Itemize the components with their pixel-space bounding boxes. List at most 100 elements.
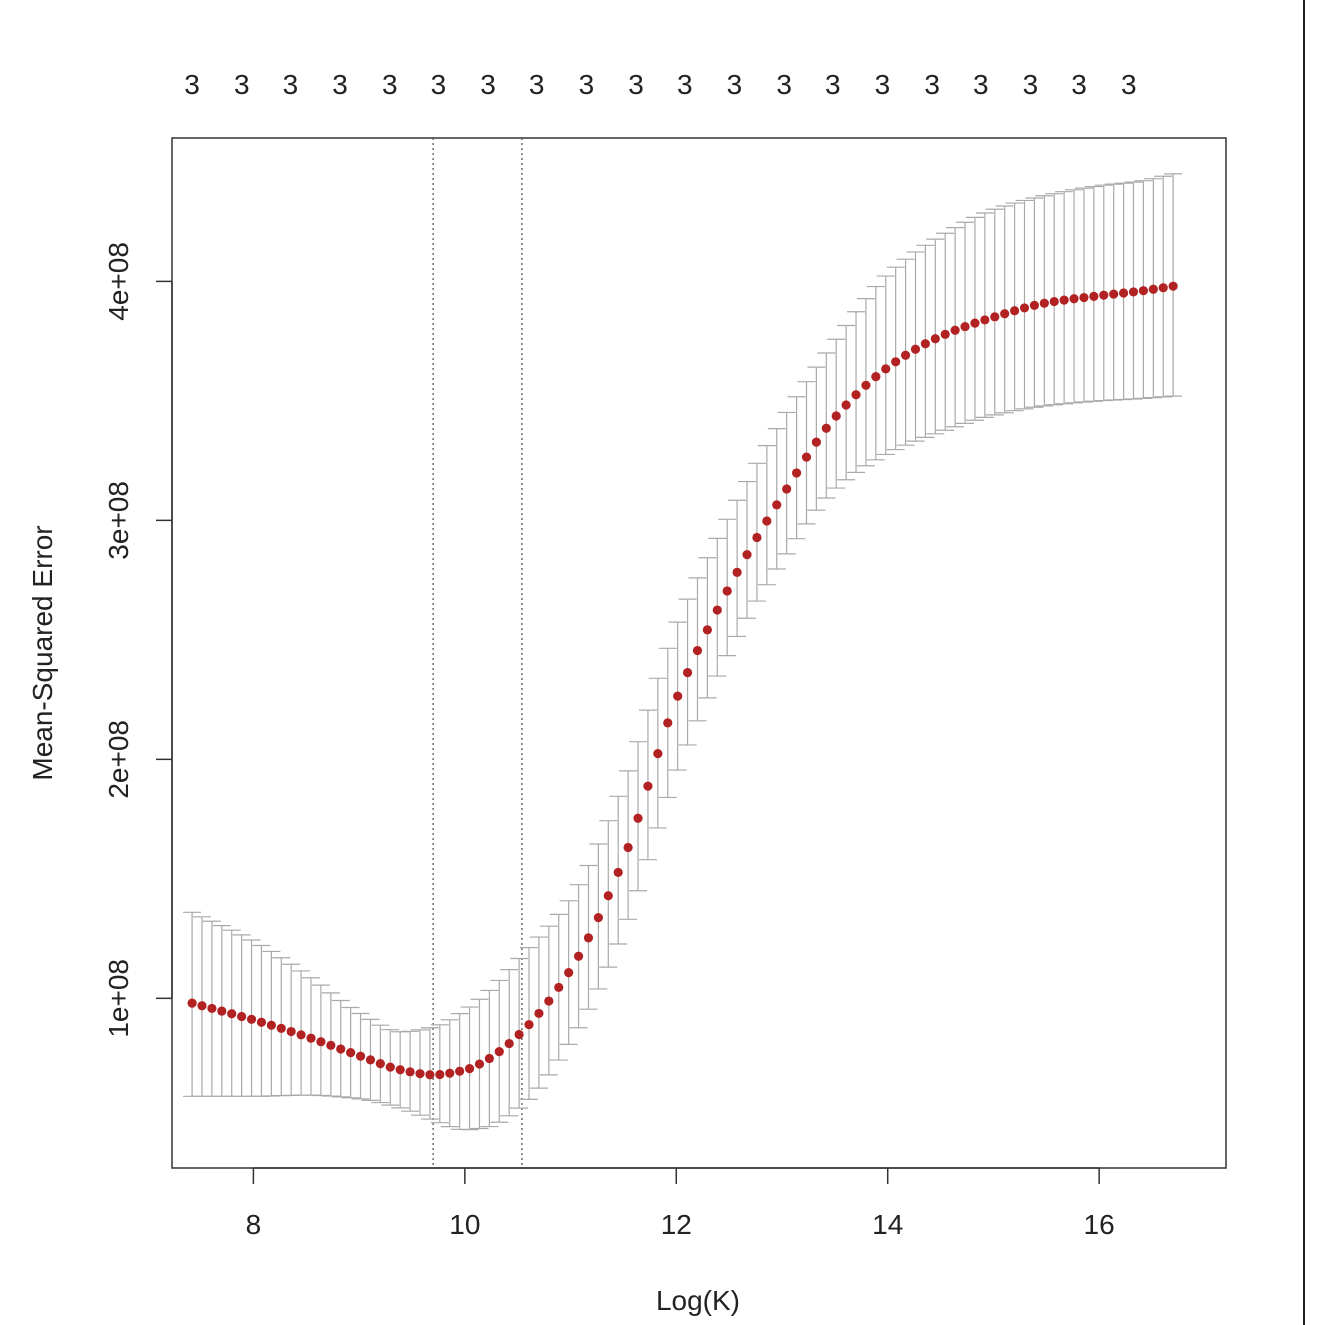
mse-point	[1009, 306, 1020, 316]
top-count-label: 3	[677, 69, 693, 100]
top-count-label: 3	[184, 69, 200, 100]
mse-points	[187, 281, 1178, 1080]
mse-point	[910, 344, 921, 354]
mse-point	[900, 350, 911, 360]
mse-point	[742, 550, 752, 560]
mse-point	[960, 321, 970, 332]
mse-point	[752, 532, 762, 543]
mse-point	[593, 912, 603, 923]
right-edge-line	[1303, 0, 1305, 1325]
mse-point	[950, 325, 960, 335]
mse-point	[821, 423, 831, 433]
mse-point	[881, 364, 891, 374]
y-tick-label: 1e+08	[103, 959, 134, 1038]
top-count-label: 3	[825, 69, 841, 100]
mse-point	[306, 1033, 316, 1043]
mse-point	[782, 484, 792, 494]
x-axis: 8 10 12 14 16	[246, 1167, 1115, 1240]
mse-point	[623, 842, 633, 853]
mse-point	[504, 1038, 514, 1049]
top-count-label: 3	[776, 69, 792, 100]
mse-point	[365, 1055, 376, 1065]
mse-point	[1019, 303, 1030, 313]
mse-point	[732, 567, 742, 577]
error-bar	[975, 212, 994, 418]
mse-point	[1039, 298, 1049, 308]
top-count-label: 3	[875, 69, 891, 100]
mse-point	[464, 1063, 475, 1074]
mse-point	[445, 1068, 455, 1078]
mse-point	[663, 718, 673, 728]
mse-point	[554, 982, 564, 993]
mse-point	[762, 516, 772, 526]
mse-point	[266, 1020, 276, 1030]
mse-point	[970, 318, 980, 328]
reference-lines	[432, 138, 523, 1168]
mse-point	[851, 390, 861, 400]
mse-point	[326, 1040, 336, 1050]
mse-point	[861, 380, 871, 390]
error-bar	[777, 411, 796, 555]
y-tick-label: 3e+08	[103, 481, 134, 560]
mse-point	[455, 1066, 465, 1076]
error-bar	[767, 428, 786, 570]
mse-point	[256, 1017, 267, 1027]
mse-point	[1128, 287, 1139, 297]
mse-point	[673, 691, 683, 701]
mse-point	[484, 1053, 494, 1064]
mse-point	[435, 1069, 445, 1080]
mse-point	[1118, 288, 1129, 298]
x-tick-label: 16	[1084, 1209, 1115, 1240]
mse-point	[336, 1044, 346, 1054]
mse-point	[316, 1037, 326, 1047]
y-tick-label: 2e+08	[103, 720, 134, 799]
y-axis: 1e+08 2e+08 3e+08 4e+08	[103, 242, 173, 1038]
mse-point	[990, 312, 1000, 322]
mse-point	[1000, 309, 1010, 319]
mse-point	[514, 1029, 524, 1040]
top-count-label: 3	[283, 69, 299, 100]
mse-point	[415, 1069, 425, 1079]
error-bar	[985, 208, 1004, 416]
mse-point	[1069, 294, 1079, 304]
mse-point	[187, 998, 197, 1008]
mse-point	[286, 1026, 296, 1037]
top-count-label: 3	[1121, 69, 1137, 100]
mse-point	[395, 1065, 405, 1075]
mse-point	[237, 1011, 247, 1022]
mse-point	[573, 951, 584, 961]
error-bar	[747, 462, 766, 602]
mse-point	[564, 968, 574, 978]
mse-point	[524, 1019, 534, 1030]
top-count-label: 3	[1071, 69, 1087, 100]
top-count-label: 3	[234, 69, 250, 100]
mse-point	[227, 1009, 237, 1019]
mse-point	[1109, 289, 1119, 299]
top-count-label: 3	[973, 69, 989, 100]
mse-point	[276, 1023, 286, 1033]
x-tick-label: 14	[872, 1209, 903, 1240]
mse-point	[1079, 292, 1089, 303]
mse-point	[425, 1070, 435, 1080]
mse-point	[722, 586, 732, 596]
mse-point	[653, 749, 663, 759]
mse-point	[791, 468, 802, 478]
mse-point	[1049, 296, 1059, 307]
mse-point	[811, 437, 821, 447]
mse-point	[1168, 281, 1178, 291]
mse-point	[346, 1048, 356, 1058]
y-tick-label: 4e+08	[103, 242, 134, 321]
top-count-label: 3	[529, 69, 545, 100]
mse-point	[583, 933, 594, 943]
x-axis-label: Log(K)	[656, 1285, 740, 1316]
mse-point	[1029, 300, 1040, 310]
mse-point	[217, 1006, 227, 1016]
mse-point	[603, 891, 613, 901]
mse-point	[494, 1047, 504, 1057]
mse-point	[940, 329, 950, 339]
mse-point	[355, 1051, 366, 1061]
top-count-label: 3	[727, 69, 743, 100]
mse-point	[633, 813, 643, 823]
mse-point	[772, 500, 782, 510]
